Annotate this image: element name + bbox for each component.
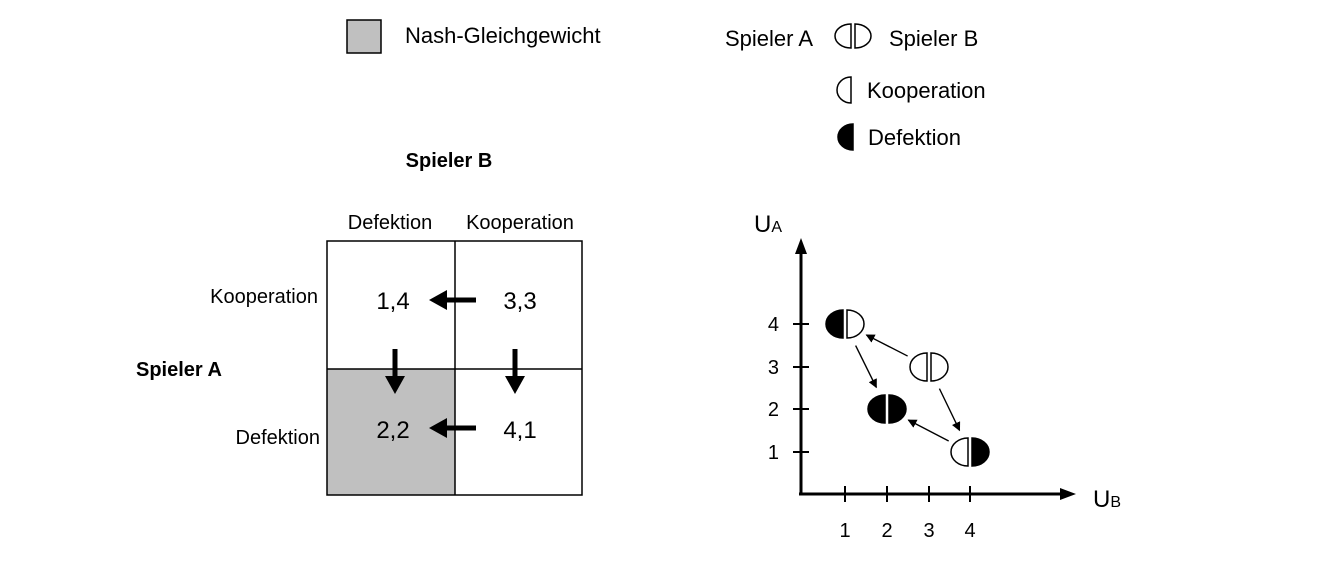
x-tick-label: 4 <box>964 520 975 542</box>
y-tick-label: 1 <box>768 442 779 464</box>
player-a-half <box>867 394 886 424</box>
cooperation-legend-icon <box>836 76 852 104</box>
legend-player-b: Spieler B <box>889 26 978 51</box>
outcome-arrow <box>855 345 877 389</box>
column-header-defection: Defektion <box>348 212 433 234</box>
y-tick-label: 4 <box>768 314 779 336</box>
payoff-matrix: Spieler B Defektion Kooperation Kooperat… <box>136 150 583 496</box>
outcome-arrow <box>865 334 908 357</box>
y-axis-arrowhead <box>795 238 807 254</box>
x-tick-label: 1 <box>839 520 850 542</box>
payoff-chart: UA UB 1 2 3 4 1 2 3 4 <box>754 211 1121 542</box>
row-header-defection: Defektion <box>236 427 321 449</box>
x-tick-label: 2 <box>881 520 892 542</box>
player-b-half <box>846 309 865 339</box>
row-player-title: Spieler A <box>136 359 222 381</box>
y-axis-label: UA <box>754 211 782 238</box>
player-b-half <box>930 352 949 382</box>
defection-legend-label: Defektion <box>868 125 961 150</box>
player-b-half <box>971 437 990 467</box>
player-a-half <box>950 437 969 467</box>
cell-def-def: 2,2 <box>376 417 409 444</box>
cooperation-legend-label: Kooperation <box>867 78 986 103</box>
cell-def-coop: 4,1 <box>503 417 536 444</box>
nash-equilibrium-cell <box>327 369 455 495</box>
x-tick-label: 3 <box>923 520 934 542</box>
player-a-half <box>825 309 844 339</box>
cell-coop-coop: 3,3 <box>503 288 536 315</box>
legend-player-split-icon <box>834 23 872 49</box>
legend-player-a: Spieler A <box>725 26 813 51</box>
x-ticks: 1 2 3 4 <box>839 486 976 542</box>
nash-legend-swatch <box>346 19 382 54</box>
arrow-14-to-22 <box>385 349 405 394</box>
x-axis-arrowhead <box>1060 488 1076 500</box>
outcome-point-4-1 <box>825 309 865 339</box>
y-ticks: 1 2 3 4 <box>768 314 809 464</box>
arrow-33-to-41 <box>505 349 525 394</box>
defection-legend-icon <box>837 123 854 151</box>
outcome-arrow <box>907 419 950 442</box>
legend: Nash-Gleichgewicht Spieler A Spieler B K… <box>346 19 986 151</box>
chart-arrows <box>855 334 961 442</box>
arrow-41-to-22 <box>429 418 476 438</box>
player-a-half <box>909 352 928 382</box>
x-axis-label: UB <box>1093 486 1121 513</box>
y-tick-label: 2 <box>768 399 779 421</box>
outcome-arrow <box>938 388 961 432</box>
cell-coop-def: 1,4 <box>376 288 409 315</box>
chart-points <box>825 309 990 467</box>
player-b-half <box>888 394 907 424</box>
outcome-point-2-2 <box>867 394 907 424</box>
row-header-cooperation: Kooperation <box>210 286 318 308</box>
outcome-point-3-3 <box>909 352 949 382</box>
y-tick-label: 3 <box>768 357 779 379</box>
column-player-title: Spieler B <box>406 150 493 172</box>
arrow-33-to-14 <box>429 290 476 310</box>
column-header-cooperation: Kooperation <box>466 212 574 234</box>
nash-legend-label: Nash-Gleichgewicht <box>405 23 601 48</box>
outcome-point-1-4 <box>950 437 990 467</box>
